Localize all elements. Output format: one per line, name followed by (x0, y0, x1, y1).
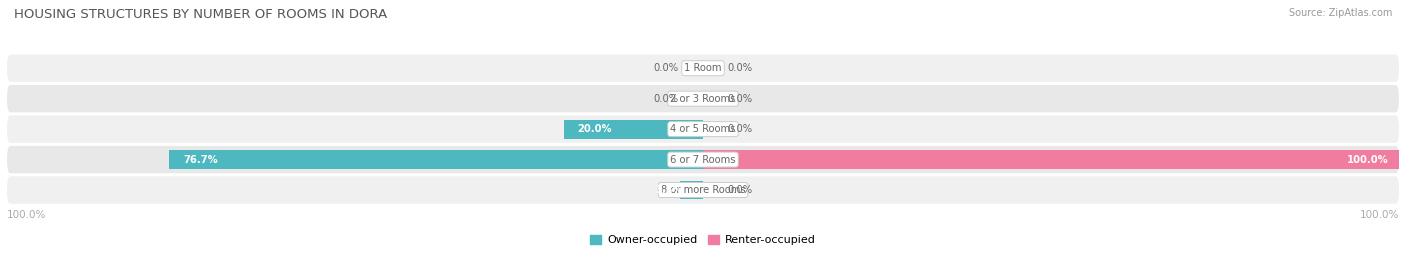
Text: 0.0%: 0.0% (727, 94, 752, 104)
FancyBboxPatch shape (7, 146, 1399, 173)
Text: 8 or more Rooms: 8 or more Rooms (661, 185, 745, 195)
Text: 2 or 3 Rooms: 2 or 3 Rooms (671, 94, 735, 104)
FancyBboxPatch shape (7, 115, 1399, 143)
Text: 6 or 7 Rooms: 6 or 7 Rooms (671, 155, 735, 165)
Text: 3.3%: 3.3% (655, 185, 683, 195)
FancyBboxPatch shape (7, 176, 1399, 204)
Text: 4 or 5 Rooms: 4 or 5 Rooms (671, 124, 735, 134)
Bar (703, 150, 1399, 169)
Text: 0.0%: 0.0% (654, 63, 679, 73)
Text: 100.0%: 100.0% (1360, 210, 1399, 220)
Legend: Owner-occupied, Renter-occupied: Owner-occupied, Renter-occupied (586, 230, 820, 249)
Text: 0.0%: 0.0% (727, 124, 752, 134)
FancyBboxPatch shape (7, 85, 1399, 112)
Bar (681, 180, 703, 200)
Bar (169, 150, 703, 169)
Bar (564, 120, 703, 139)
Text: 0.0%: 0.0% (654, 94, 679, 104)
Text: 100.0%: 100.0% (7, 210, 46, 220)
Text: 100.0%: 100.0% (1347, 155, 1389, 165)
FancyBboxPatch shape (7, 55, 1399, 82)
Text: 0.0%: 0.0% (727, 63, 752, 73)
Text: 0.0%: 0.0% (727, 185, 752, 195)
Text: 20.0%: 20.0% (578, 124, 613, 134)
Text: Source: ZipAtlas.com: Source: ZipAtlas.com (1288, 8, 1392, 18)
Text: 1 Room: 1 Room (685, 63, 721, 73)
Text: 76.7%: 76.7% (183, 155, 218, 165)
Text: HOUSING STRUCTURES BY NUMBER OF ROOMS IN DORA: HOUSING STRUCTURES BY NUMBER OF ROOMS IN… (14, 8, 387, 21)
